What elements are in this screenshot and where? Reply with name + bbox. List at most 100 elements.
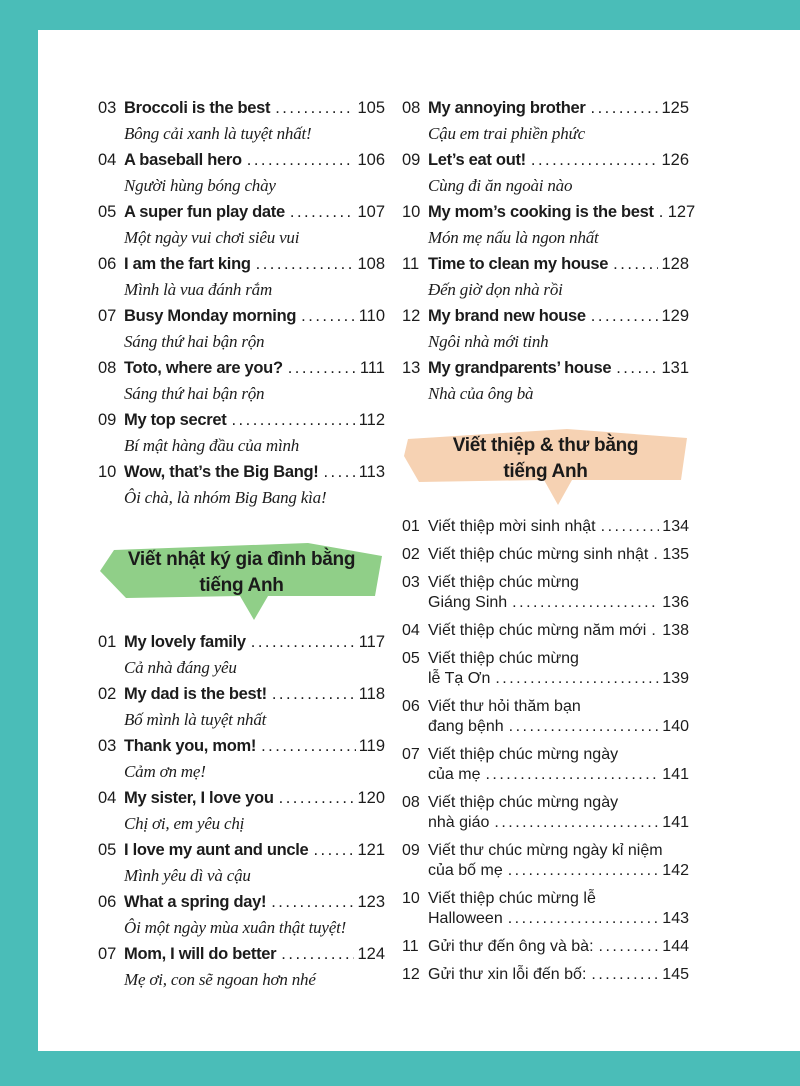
entry-title-row: My mom’s cooking is the best 127 (428, 199, 695, 225)
entry-title: Viết thư chúc mừng ngày kỉ niệm (428, 842, 663, 859)
toc-entry: 06 Viết thư hỏi thăm bạn đang bệnh 140 (402, 697, 689, 737)
entry-title-row-2: nhà giáo 141 (428, 813, 689, 833)
entry-title-row: Viết thiệp chúc mừng sinh nhật 135 (428, 545, 689, 565)
entry-page-number: 123 (357, 893, 385, 911)
entry-body: My lovely family 117 Cả nhà đáng yêu (124, 629, 385, 681)
entry-title: My lovely family (124, 633, 246, 651)
entry-page-number: 119 (358, 737, 385, 755)
entry-page-number: 144 (662, 938, 689, 955)
dot-leader (290, 199, 355, 225)
entry-title-line2: của bố mẹ (428, 862, 503, 879)
entry-number: 12 (402, 966, 420, 983)
toc-entry: 02 My dad is the best! 118 Bố mình là tu… (98, 681, 385, 733)
entry-title-row: Busy Monday morning 110 (124, 303, 385, 329)
entry-number: 10 (98, 463, 117, 481)
entry-subtitle-vietnamese: Bông cải xanh là tuyệt nhất! (124, 124, 312, 143)
entry-title-row: My lovely family 117 (124, 629, 385, 655)
entry-body: Broccoli is the best 105 Bông cải xanh l… (124, 95, 385, 147)
dot-leader (531, 147, 659, 173)
entry-title: A super fun play date (124, 203, 285, 221)
toc-entry: 11 Time to clean my house 128 Đến giờ dọ… (402, 251, 689, 303)
entry-body: My grandparents’ house 131 Nhà của ông b… (428, 355, 689, 407)
section-banner-family-diary: Viết nhật ký gia đình bằng tiếng Anh (98, 541, 385, 623)
entry-page-number: 121 (357, 841, 385, 859)
entry-title: My dad is the best! (124, 685, 267, 703)
entry-subtitle-vietnamese: Đến giờ dọn nhà rồi (428, 280, 563, 299)
toc-section-family-diary-continued: 08 My annoying brother 125 Cậu em trai p… (402, 95, 695, 407)
entry-title-line2: Halloween (428, 910, 503, 927)
dot-leader (272, 681, 356, 707)
entry-title: Busy Monday morning (124, 307, 297, 325)
entry-body: I love my aunt and uncle 121 Mình yêu dì… (124, 837, 385, 889)
entry-body: Viết thiệp chúc mừng lễ Tạ Ơn 139 (428, 649, 689, 689)
toc-entry: 09 My top secret 112 Bí mật hàng đầu của… (98, 407, 385, 459)
entry-subtitle-vietnamese: Mẹ ơi, con sẽ ngoan hơn nhé (124, 970, 316, 989)
dot-leader (512, 593, 659, 613)
entry-number: 09 (98, 411, 117, 429)
dot-leader (651, 621, 659, 641)
entry-title-row: Mom, I will do better 124 (124, 941, 385, 967)
entry-body: Viết thiệp chúc mừng năm mới 138 (428, 621, 689, 641)
entry-page-number: 128 (661, 255, 689, 273)
entry-title-row: I am the fart king 108 (124, 251, 385, 277)
toc-entry: 09 Let’s eat out! 126 Cùng đi ăn ngoài n… (402, 147, 689, 199)
entry-title-row: Time to clean my house 128 (428, 251, 689, 277)
entry-body: Viết thiệp chúc mừng sinh nhật 135 (428, 545, 689, 565)
entry-page-number: 118 (358, 685, 385, 703)
toc-entry: 04 Viết thiệp chúc mừng năm mới 138 (402, 621, 689, 641)
entry-title-row: A super fun play date 107 (124, 199, 385, 225)
frame-left-bar (0, 0, 38, 1086)
entry-subtitle-vietnamese: Cậu em trai phiền phức (428, 124, 585, 143)
entry-number: 04 (98, 789, 117, 807)
entry-body: A baseball hero 106 Người hùng bóng chày (124, 147, 385, 199)
dot-leader (495, 669, 659, 689)
entry-number: 10 (402, 203, 421, 221)
dot-leader (591, 303, 659, 329)
entry-title-row-2: Giáng Sinh 136 (428, 593, 689, 613)
entry-page-number: 138 (662, 622, 689, 639)
entry-title-line2: đang bệnh (428, 718, 504, 735)
entry-title-row-2: Halloween 143 (428, 909, 689, 929)
entry-title: Time to clean my house (428, 255, 609, 273)
entry-subtitle-vietnamese: Mình yêu dì và cậu (124, 866, 251, 885)
toc-entry: 07 Mom, I will do better 124 Mẹ ơi, con … (98, 941, 385, 993)
entry-number: 01 (402, 518, 420, 535)
entry-title-row-2: của bố mẹ 142 (428, 861, 689, 881)
dot-leader (590, 95, 658, 121)
entry-subtitle-vietnamese: Sáng thứ hai bận rộn (124, 332, 265, 351)
banner-title-line1: Viết thiệp & thư bằng (452, 435, 639, 456)
toc-page: 03 Broccoli is the best 105 Bông cải xan… (38, 30, 800, 1051)
entry-body: Gửi thư xin lỗi đến bố: 145 (428, 965, 689, 985)
entry-body: Mom, I will do better 124 Mẹ ơi, con sẽ … (124, 941, 385, 993)
entry-subtitle-vietnamese: Một ngày vui chơi siêu vui (124, 228, 300, 247)
entry-body: Viết thiệp chúc mừng ngày của mẹ 141 (428, 745, 689, 785)
entry-body: I am the fart king 108 Mình là vua đánh … (124, 251, 385, 303)
entry-page-number: 111 (359, 359, 385, 377)
entry-subtitle-vietnamese: Chị ơi, em yêu chị (124, 814, 245, 833)
entry-page-number: 120 (357, 789, 385, 807)
entry-title-row: My grandparents’ house 131 (428, 355, 689, 381)
entry-subtitle-vietnamese: Ôi một ngày mùa xuân thật tuyệt! (124, 918, 347, 937)
toc-section-family-diary: 01 My lovely family 117 Cả nhà đáng yêu … (98, 629, 385, 993)
entry-title-row: Viết thiệp chúc mừng (428, 573, 689, 593)
toc-entry: 11 Gửi thư đến ông và bà: 144 (402, 937, 689, 957)
entry-title-row: Let’s eat out! 126 (428, 147, 689, 173)
banner-bubble-shape (100, 543, 382, 620)
entry-body: Viết thiệp mời sinh nhật 134 (428, 517, 689, 537)
entry-page-number: 126 (661, 151, 689, 169)
entry-title: My brand new house (428, 307, 586, 325)
toc-entry: 01 My lovely family 117 Cả nhà đáng yêu (98, 629, 385, 681)
entry-title-row: Gửi thư xin lỗi đến bố: 145 (428, 965, 689, 985)
entry-title-line2: Giáng Sinh (428, 594, 508, 611)
entry-page-number: 141 (662, 814, 689, 831)
entry-title: Viết thiệp chúc mừng năm mới (428, 622, 647, 639)
toc-entry: 05 A super fun play date 107 Một ngày vu… (98, 199, 385, 251)
entry-title: A baseball hero (124, 151, 242, 169)
entry-body: My brand new house 129 Ngôi nhà mới tinh (428, 303, 689, 355)
entry-page-number: 125 (661, 99, 689, 117)
dot-leader (508, 909, 660, 929)
toc-entry: 04 My sister, I love you 120 Chị ơi, em … (98, 785, 385, 837)
entry-title: My mom’s cooking is the best (428, 203, 654, 221)
entry-body: Viết thư chúc mừng ngày kỉ niệm của bố m… (428, 841, 689, 881)
entry-title-row-2: của mẹ 141 (428, 765, 689, 785)
